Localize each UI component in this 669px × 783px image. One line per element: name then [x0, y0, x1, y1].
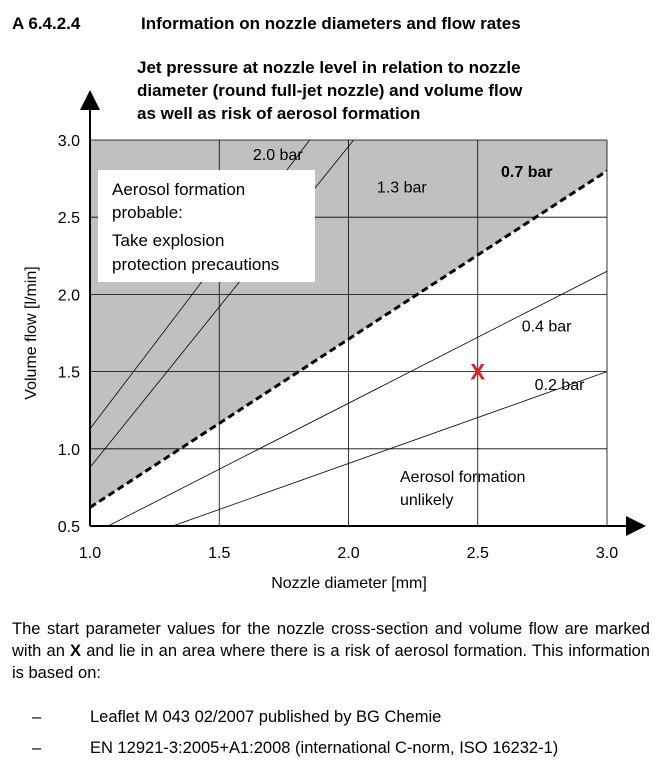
- pressure-flow-chart: 1.0 1.5 2.0 2.5 3.0 0.5 1.0 1.5 2.0 2.5 3.0 Nozzle…: [23, 90, 646, 592]
- series-label: 0.2 bar: [535, 377, 585, 394]
- reference-item: – Leaflet M 043 02/2007 published by BG …: [32, 706, 558, 737]
- paragraph-part-2: and lie in an area where there is a risk…: [12, 642, 650, 682]
- annotation-text-probable: probable:: [112, 203, 183, 222]
- chart-title: Jet pressure at nozzle level in relation…: [137, 56, 597, 125]
- y-tick-label: 1.0: [58, 442, 80, 459]
- y-tick-label: 2.5: [58, 210, 80, 227]
- annotation-text-unlikely: Aerosol formation: [400, 469, 525, 486]
- y-axis-label: Volume flow [l/min]: [23, 266, 40, 399]
- chart-title-line-3: as well as risk of aerosol formation: [137, 104, 421, 123]
- series-line-0-2-bar: [172, 371, 607, 526]
- annotation-box-probable: [98, 170, 315, 282]
- paragraph-part-1: The start parameter values for the nozzl…: [12, 620, 650, 660]
- series-line-0-7-bar: [90, 169, 607, 509]
- reference-text: Leaflet M 043 02/2007 published by BG Ch…: [90, 708, 442, 726]
- series-line-0-4-bar: [107, 270, 607, 526]
- list-dash: –: [32, 739, 42, 757]
- series-label: 2.0 bar: [253, 147, 303, 164]
- y-tick-label: 3.0: [58, 133, 80, 150]
- x-tick-label: 2.0: [337, 545, 359, 562]
- x-tick-label: 2.5: [467, 545, 489, 562]
- reference-item: – EN 12921-3:2005+A1:2008 (international…: [32, 737, 558, 768]
- section-title: Information on nozzle diameters and flow…: [141, 14, 521, 33]
- chart-title-line-2: diameter (round full-jet nozzle) and vol…: [137, 81, 523, 100]
- x-tick-label: 1.0: [79, 545, 101, 562]
- x-tick-label: 3.0: [596, 545, 618, 562]
- series-label: 1.3 bar: [377, 179, 427, 196]
- paragraph-marker-x: X: [70, 642, 82, 660]
- y-tick-label: 0.5: [58, 519, 80, 536]
- annotation-text-probable: Take explosion: [112, 231, 224, 250]
- series-label: 0.7 bar: [501, 164, 553, 181]
- x-axis-label: Nozzle diameter [mm]: [271, 575, 427, 592]
- explanation-paragraph: The start parameter values for the nozzl…: [12, 618, 650, 684]
- annotation-text-unlikely: unlikely: [400, 492, 453, 509]
- reference-list: – Leaflet M 043 02/2007 published by BG …: [32, 706, 558, 768]
- annotation-text-probable: Aerosol formation: [112, 180, 245, 199]
- annotation-text-probable: protection precautions: [112, 255, 279, 274]
- series-label: 0.4 bar: [522, 318, 572, 335]
- y-tick-label: 1.5: [58, 365, 80, 382]
- section-number: A 6.4.2.4: [12, 14, 81, 33]
- x-tick-label: 1.5: [208, 545, 230, 562]
- chart-title-line-1: Jet pressure at nozzle level in relation…: [137, 58, 521, 77]
- y-tick-label: 2.0: [58, 287, 80, 304]
- start-parameter-marker: X: [470, 360, 485, 385]
- list-dash: –: [32, 708, 42, 726]
- reference-text: EN 12921-3:2005+A1:2008 (international C…: [90, 739, 559, 757]
